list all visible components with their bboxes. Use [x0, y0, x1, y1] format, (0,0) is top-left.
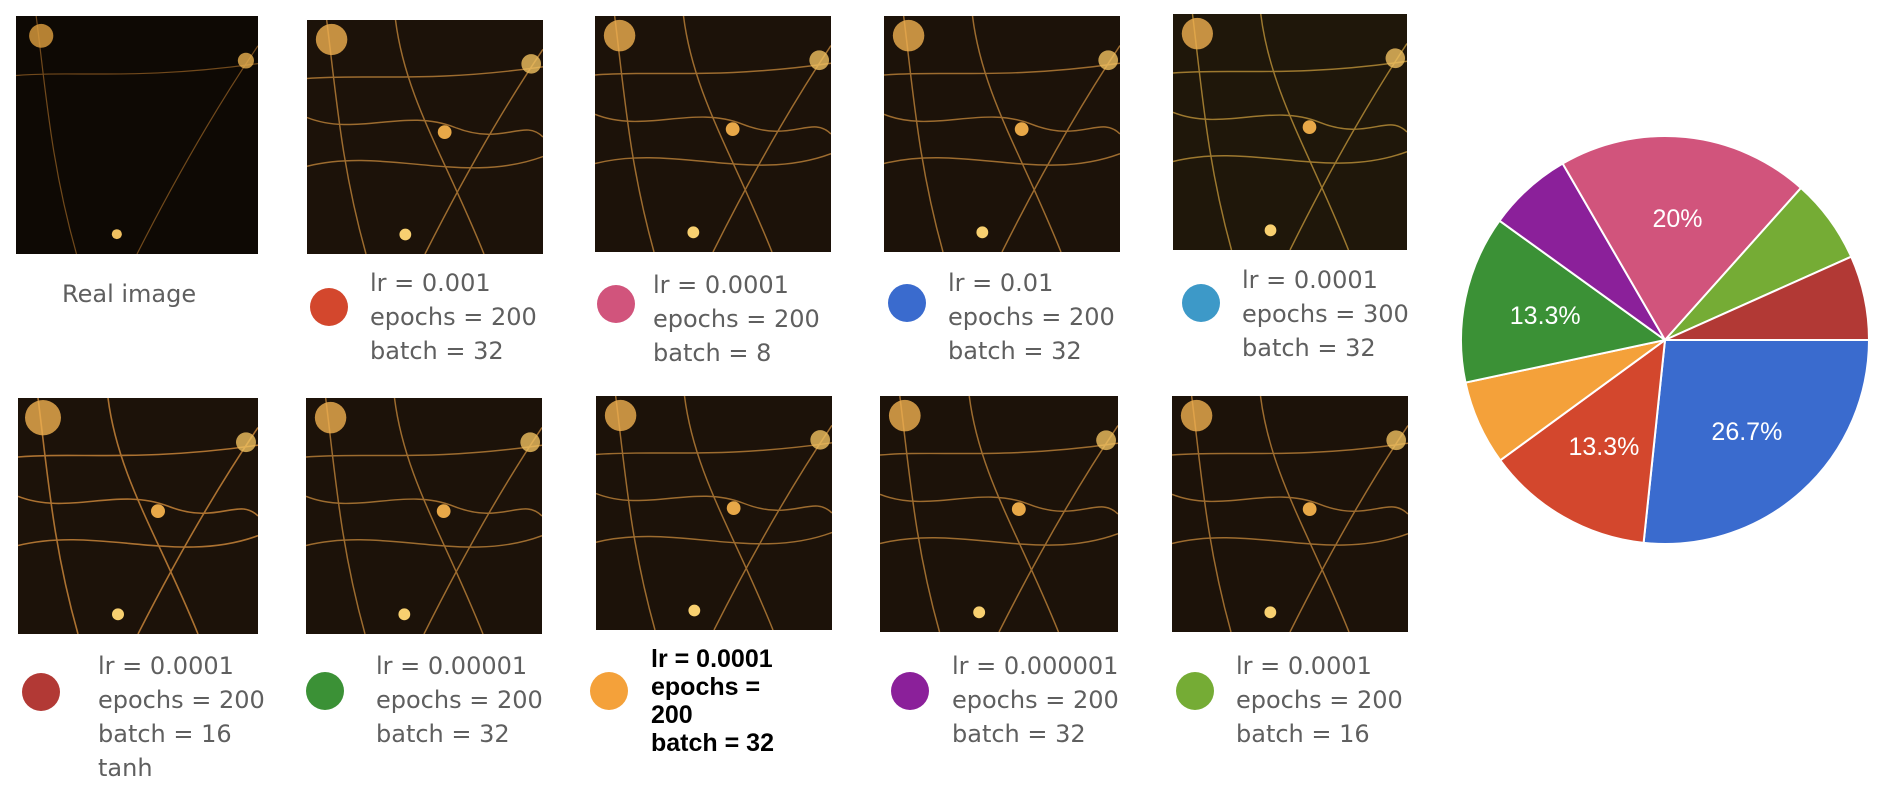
pie-chart: 26.7% 13.3% 13.3% 20%: [1460, 135, 1871, 545]
pie-slice-label-2: 13.3%: [1568, 433, 1639, 461]
config-epochs: epochs = 200: [370, 303, 537, 331]
legend-text: lr = 0.0001 epochs = 200 batch = 32: [651, 645, 774, 757]
legend-text: lr = 0.0001 epochs = 300 batch = 32: [1242, 263, 1409, 365]
pie-slice-label-4: 13.3%: [1510, 302, 1581, 330]
legend-color-dot: [310, 288, 348, 326]
legend-color-dot: [306, 672, 344, 710]
pie-slice-1: [1642, 339, 1871, 545]
pie-slice-6: [1561, 135, 1803, 342]
config-epochs-value: 200: [651, 701, 693, 729]
legend-color-dot: [1176, 672, 1214, 710]
config-lr: lr = 0.0001: [653, 271, 789, 299]
config-activation: tanh: [98, 754, 153, 782]
config-lr: lr = 0.0001: [1242, 266, 1378, 294]
config-lr: lr = 0.0001: [651, 645, 773, 673]
config-batch: batch = 16: [98, 720, 232, 748]
config-epochs: epochs = 200: [653, 305, 820, 333]
config-lr: lr = 0.0001: [98, 652, 234, 680]
config-batch: batch = 32: [370, 337, 504, 365]
config-batch: batch = 32: [948, 337, 1082, 365]
config-batch: batch = 32: [952, 720, 1086, 748]
config-epochs: epochs = 300: [1242, 300, 1409, 328]
config-batch: batch = 32: [1242, 334, 1376, 362]
generated-image-8: [880, 396, 1118, 632]
legend-color-dot: [888, 284, 926, 322]
generated-image-6: [306, 398, 542, 634]
pie-slice-label-1: 26.7%: [1711, 418, 1782, 446]
config-epochs: epochs = 200: [952, 686, 1119, 714]
legend-color-dot: [597, 285, 635, 323]
real-night-light-image: [16, 16, 258, 254]
legend-color-dot: [590, 672, 628, 710]
config-lr: lr = 0.000001: [952, 652, 1119, 680]
legend-text: lr = 0.000001 epochs = 200 batch = 32: [952, 649, 1119, 751]
generated-image-3: [884, 16, 1120, 252]
legend-text: lr = 0.0001 epochs = 200 batch = 16 tanh: [98, 649, 265, 785]
pie-slice-label-6: 20%: [1652, 205, 1702, 233]
config-epochs: epochs = 200: [948, 303, 1115, 331]
legend-color-dot: [22, 673, 60, 711]
config-epochs: epochs = 200: [98, 686, 265, 714]
generated-image-9: [1172, 396, 1408, 632]
config-batch: batch = 16: [1236, 720, 1370, 748]
generated-image-5: [18, 398, 258, 634]
generated-image-2: [595, 16, 831, 252]
config-epochs: epochs = 200: [1236, 686, 1403, 714]
config-lr: lr = 0.001: [370, 269, 491, 297]
legend-text: lr = 0.0001 epochs = 200 batch = 8: [653, 268, 820, 370]
pie-slice-2: [1498, 337, 1667, 544]
config-batch: batch = 8: [653, 339, 772, 367]
pie-slice-4: [1460, 219, 1668, 384]
legend-text: lr = 0.01 epochs = 200 batch = 32: [948, 266, 1115, 368]
config-epochs: epochs =: [651, 673, 761, 701]
legend-text: lr = 0.00001 epochs = 200 batch = 32: [376, 649, 543, 751]
config-epochs: epochs = 200: [376, 686, 543, 714]
config-lr: lr = 0.00001: [376, 652, 528, 680]
legend-text: lr = 0.001 epochs = 200 batch = 32: [370, 266, 537, 368]
generated-image-1: [307, 20, 543, 254]
config-batch: batch = 32: [651, 729, 774, 757]
real-image-label: Real image: [62, 280, 197, 308]
pie-slice-8: [1664, 255, 1871, 341]
generated-image-4: [1173, 14, 1407, 250]
legend-color-dot: [891, 672, 929, 710]
config-batch: batch = 32: [376, 720, 510, 748]
legend-text: lr = 0.0001 epochs = 200 batch = 16: [1236, 649, 1403, 751]
config-lr: lr = 0.0001: [1236, 652, 1372, 680]
generated-image-7: [596, 396, 832, 630]
legend-color-dot: [1182, 284, 1220, 322]
config-lr: lr = 0.01: [948, 269, 1054, 297]
